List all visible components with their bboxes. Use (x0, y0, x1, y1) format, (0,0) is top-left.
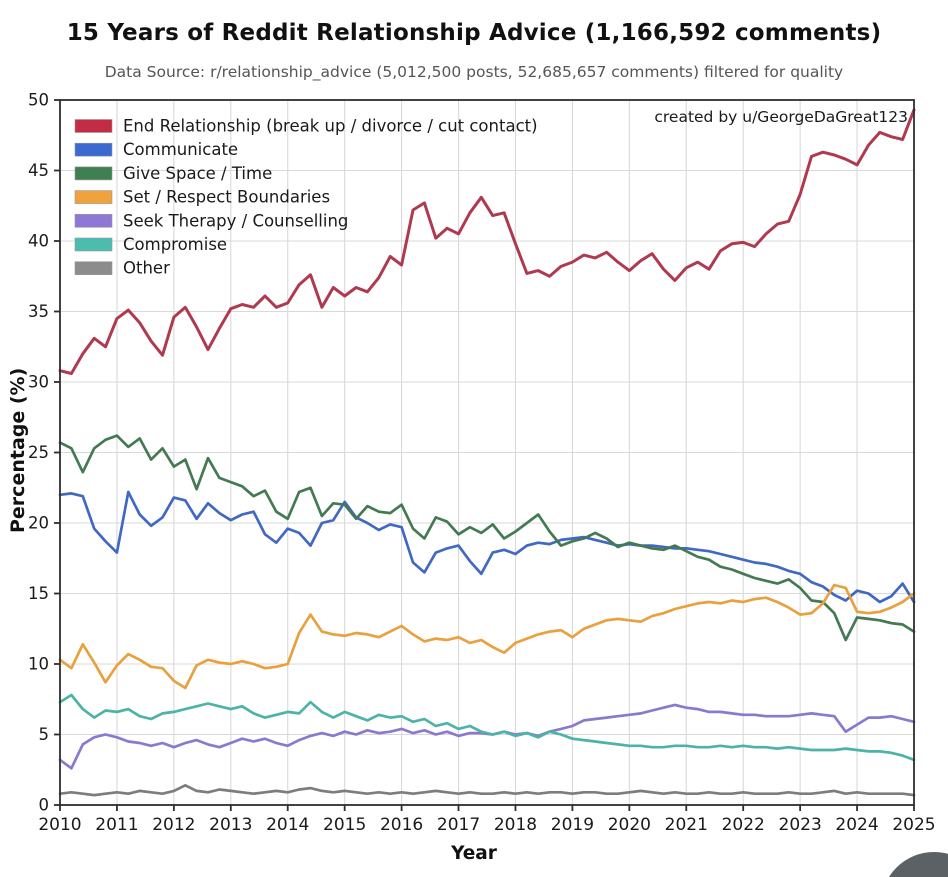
x-tick-label: 2023 (779, 815, 822, 835)
y-axis-title: Percentage (%) (7, 367, 29, 533)
x-tick-label: 2019 (551, 815, 594, 835)
y-tick-label: 40 (28, 232, 49, 251)
watermark-credit: created by u/GeorgeDaGreat123 (654, 108, 908, 126)
legend-swatch (74, 142, 113, 157)
legend-label: Set / Respect Boundaries (123, 188, 330, 207)
legend-swatch (74, 166, 113, 181)
x-tick-label: 2022 (722, 815, 765, 835)
x-tick-label: 2018 (494, 815, 537, 835)
y-tick-label: 0 (39, 796, 50, 815)
y-tick-label: 5 (39, 725, 50, 744)
x-tick-label: 2015 (323, 815, 366, 835)
series-line (58, 703, 916, 770)
series-line (58, 583, 916, 690)
y-tick-label: 25 (28, 443, 49, 462)
legend-label: Seek Therapy / Counselling (123, 211, 348, 230)
series-line (58, 783, 916, 797)
series-line (58, 693, 916, 762)
y-tick-label: 35 (28, 302, 49, 321)
x-tick-label: 2021 (665, 815, 708, 835)
legend-label: Other (123, 259, 170, 278)
x-axis-title: Year (451, 843, 497, 864)
legend-swatch (74, 237, 113, 252)
x-tick-label: 2016 (380, 815, 423, 835)
x-tick-label: 2012 (152, 815, 195, 835)
legend-swatch (74, 190, 113, 204)
legend-label: Compromise (123, 235, 227, 254)
x-tick-label: 2020 (608, 815, 651, 835)
legend-label: Communicate (123, 140, 238, 159)
x-tick-label: 2025 (892, 815, 935, 835)
series-line (58, 434, 916, 642)
legend-swatch (74, 261, 113, 276)
y-tick-label: 15 (28, 584, 49, 603)
y-tick-label: 20 (28, 514, 49, 533)
x-tick-label: 2017 (437, 815, 480, 835)
x-tick-label: 2011 (95, 815, 138, 835)
x-tick-label: 2014 (266, 815, 309, 835)
x-tick-label: 2010 (38, 815, 81, 835)
chart-title: 15 Years of Reddit Relationship Advice (… (66, 20, 882, 46)
series-line (58, 490, 916, 604)
y-tick-label: 30 (28, 373, 49, 392)
y-tick-label: 10 (28, 655, 49, 674)
chart-subtitle: Data Source: r/relationship_advice (5,01… (104, 63, 844, 81)
series-line (58, 108, 916, 375)
legend-swatch (74, 119, 113, 133)
y-tick-label: 45 (28, 161, 49, 180)
x-tick-label: 2013 (209, 815, 252, 835)
legend-label: End Relationship (break up / divorce / c… (123, 117, 538, 136)
x-tick-label: 2024 (835, 815, 878, 835)
legend-label: Give Space / Time (123, 164, 272, 183)
legend-swatch (74, 214, 113, 228)
y-tick-label: 50 (28, 91, 49, 110)
